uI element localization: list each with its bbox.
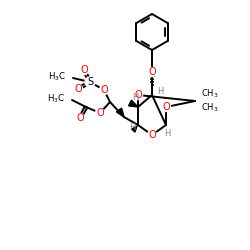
Text: O: O — [100, 85, 108, 95]
Text: O: O — [134, 90, 142, 100]
Text: H$_3$C: H$_3$C — [47, 93, 65, 105]
Text: O: O — [162, 102, 170, 112]
Circle shape — [162, 102, 170, 112]
Text: CH$_3$: CH$_3$ — [201, 102, 218, 114]
Circle shape — [134, 90, 142, 100]
Text: S: S — [87, 77, 93, 87]
Text: O: O — [148, 130, 156, 140]
Circle shape — [100, 86, 108, 94]
Text: H: H — [164, 130, 170, 138]
Text: H: H — [129, 124, 135, 132]
Polygon shape — [128, 100, 138, 107]
Circle shape — [74, 84, 82, 94]
Text: H$_3$C: H$_3$C — [48, 71, 66, 83]
Text: O: O — [96, 108, 104, 118]
Circle shape — [148, 68, 156, 76]
Text: O: O — [80, 65, 88, 75]
Polygon shape — [116, 108, 124, 117]
Circle shape — [76, 114, 84, 122]
Text: O: O — [76, 113, 84, 123]
Text: H: H — [132, 94, 138, 102]
Circle shape — [85, 77, 95, 87]
Text: O: O — [74, 84, 82, 94]
Circle shape — [80, 66, 88, 74]
Circle shape — [96, 108, 104, 118]
Circle shape — [148, 130, 156, 140]
Text: O: O — [148, 67, 156, 77]
Text: H: H — [157, 86, 163, 96]
Text: CH$_3$: CH$_3$ — [201, 88, 218, 100]
